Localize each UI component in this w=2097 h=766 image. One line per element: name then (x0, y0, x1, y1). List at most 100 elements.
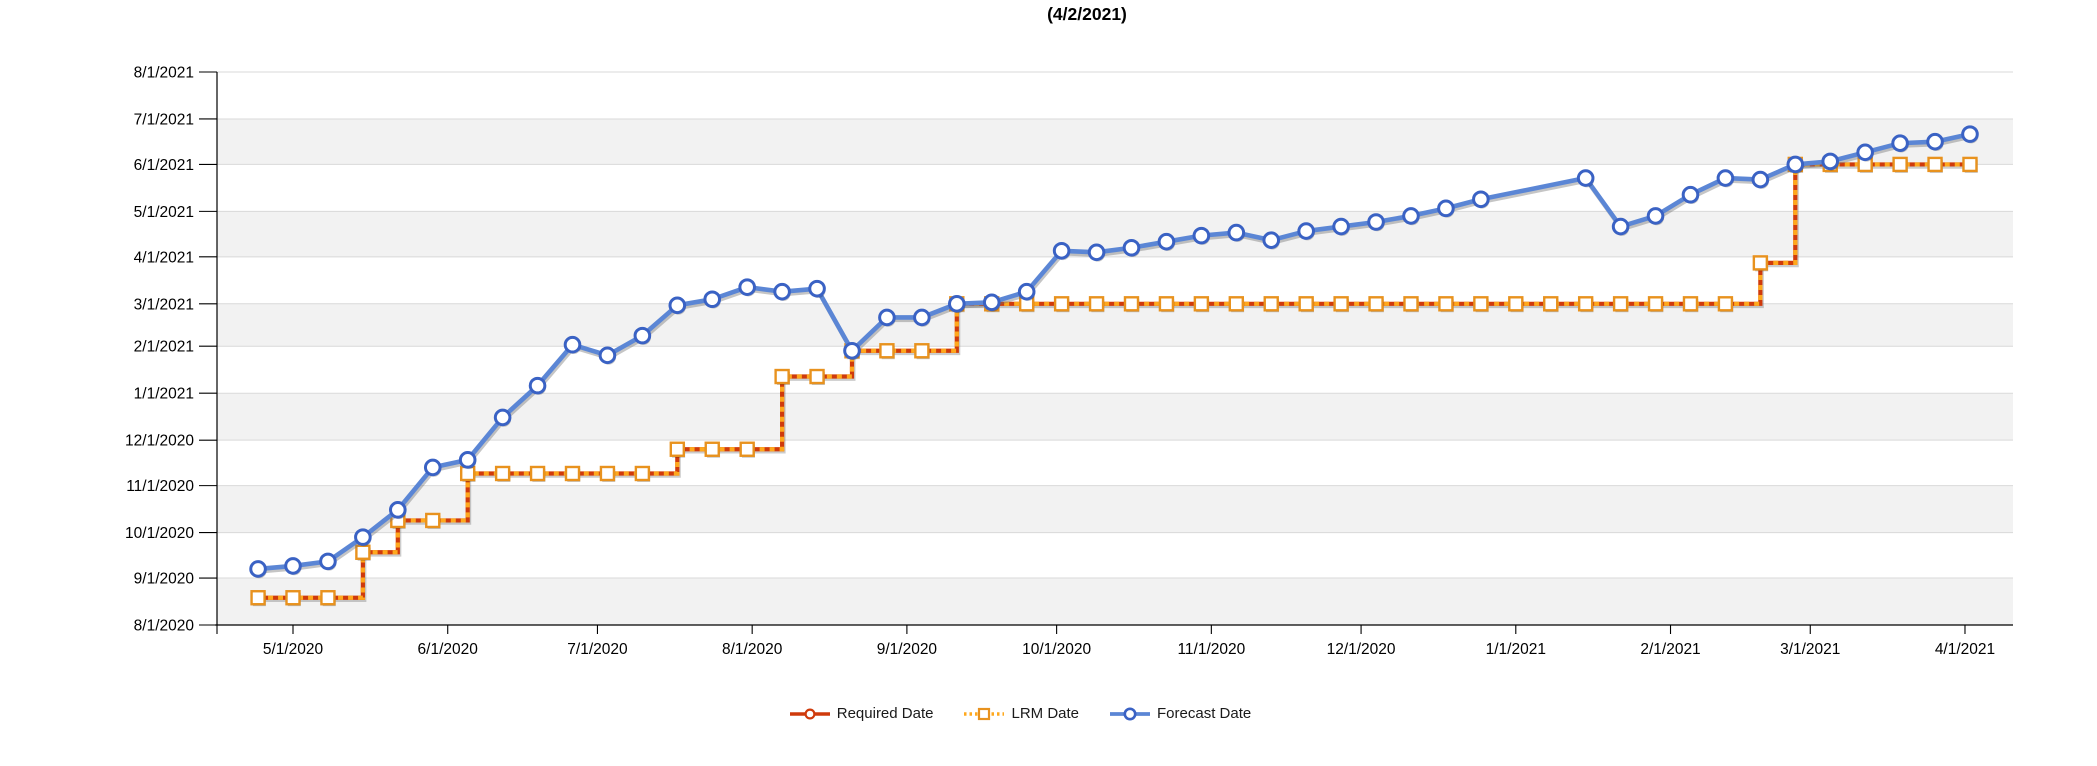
forecast-marker (1192, 226, 1211, 245)
x-tick-label: 5/1/2020 (263, 641, 324, 658)
lrm-marker (704, 441, 720, 457)
forecast-marker (1122, 238, 1141, 257)
y-tick-label: 11/1/2020 (126, 478, 194, 495)
lrm-marker (1123, 296, 1140, 312)
forecast-marker (1786, 155, 1805, 174)
lrm-marker (1892, 156, 1908, 173)
y-tick-label: 8/1/2020 (134, 618, 195, 635)
forecast-marker (1157, 232, 1176, 251)
lrm-marker (809, 368, 825, 385)
forecast-marker (1332, 217, 1350, 236)
forecast-marker (389, 501, 407, 519)
forecast-marker (1017, 282, 1036, 301)
forecast-marker (1716, 169, 1735, 187)
legend-swatch-forecast-icon (1110, 707, 1151, 720)
lrm-marker (1333, 296, 1349, 312)
y-tick-label: 4/1/2021 (134, 249, 194, 266)
x-tick-label: 9/1/2020 (877, 641, 938, 658)
forecast-marker (913, 308, 931, 327)
y-tick-label: 5/1/2021 (134, 204, 194, 221)
lrm-marker (914, 343, 930, 359)
lrm-marker (1962, 156, 1978, 173)
lrm-marker (1682, 296, 1699, 312)
lrm-marker (320, 590, 336, 606)
lrm-marker (355, 544, 371, 560)
lrm-marker (1088, 296, 1105, 312)
legend-label: Required Date (836, 705, 934, 722)
forecast-marker (598, 346, 617, 365)
lrm-marker (1298, 296, 1314, 312)
y-tick-label: 12/1/2020 (125, 433, 194, 450)
forecast-marker (982, 293, 1001, 312)
forecast-date-markers (249, 125, 1979, 579)
lrm-marker (1647, 296, 1664, 312)
forecast-marker (948, 295, 966, 313)
forecast-marker (1367, 213, 1385, 231)
legend-label: LRM Date (1011, 705, 1080, 722)
forecast-marker (1472, 190, 1490, 209)
lrm-marker (1228, 296, 1244, 312)
x-tick-label: 7/1/2020 (567, 641, 628, 658)
forecast-marker (1297, 222, 1315, 240)
x-tick-label: 2/1/2021 (1640, 641, 1700, 658)
forecast-marker (1402, 207, 1420, 225)
lrm-marker (669, 441, 686, 457)
lrm-marker (285, 590, 301, 606)
legend-swatch-required-icon (789, 707, 830, 720)
forecast-marker (284, 557, 302, 575)
forecast-marker (528, 376, 547, 395)
forecast-marker (493, 408, 512, 427)
lrm-marker (1438, 296, 1454, 312)
forecast-marker (843, 341, 861, 360)
forecast-marker (1087, 243, 1106, 262)
plot-band (217, 303, 2013, 347)
lrm-marker (250, 590, 266, 606)
x-tick-label: 4/1/2021 (1935, 641, 1995, 658)
forecast-marker (1681, 185, 1700, 204)
y-tick-label: 10/1/2020 (125, 525, 194, 542)
x-tick-label: 3/1/2021 (1780, 641, 1840, 658)
forecast-marker (1961, 125, 1979, 143)
forecast-marker (1611, 217, 1630, 236)
lrm-marker (1368, 296, 1384, 312)
lrm-marker (1543, 296, 1559, 312)
lrm-marker (634, 465, 651, 482)
lrm-marker (774, 368, 790, 385)
forecast-marker (773, 282, 791, 301)
forecast-marker (1262, 231, 1281, 249)
forecast-marker (808, 279, 826, 298)
chart-title: (4/2/2021) (1047, 4, 1127, 24)
plot-band (217, 578, 2013, 625)
forecast-marker (458, 451, 477, 469)
plot-band (217, 118, 2013, 165)
legend-label: Forecast Date (1157, 705, 1252, 722)
forecast-marker (563, 335, 582, 354)
plot-band (217, 393, 2013, 441)
plot-band (217, 485, 2013, 533)
forecast-marker (423, 458, 442, 477)
forecast-marker (1646, 207, 1665, 225)
lrm-marker (494, 465, 511, 482)
y-tick-label: 3/1/2021 (134, 296, 194, 313)
lrm-marker (879, 343, 895, 359)
forecast-marker (703, 290, 722, 309)
forecast-marker (1751, 170, 1770, 189)
lrm-marker (1473, 296, 1489, 312)
forecast-marker (1891, 134, 1909, 153)
y-tick-label: 9/1/2020 (134, 571, 195, 588)
legend: Required Date LRM Date Forecast Date (0, 705, 2040, 722)
y-tick-label: 7/1/2021 (134, 111, 194, 128)
chart-canvas: 8/1/2020 9/1/2020 10/1/2020 11/1/2020 12/1/2… (125, 65, 2013, 658)
forecast-marker (1227, 223, 1246, 242)
forecast-marker (668, 296, 687, 315)
legend-swatch-lrm-icon (964, 707, 1005, 720)
forecast-marker (1821, 152, 1840, 171)
forecast-marker (1576, 169, 1595, 187)
x-tick-label: 11/1/2020 (1177, 641, 1245, 658)
lrm-marker (599, 465, 616, 482)
lrm-marker (1752, 255, 1769, 271)
forecast-marker (1052, 241, 1071, 260)
lrm-marker (564, 465, 581, 482)
forecast-marker (738, 278, 756, 296)
